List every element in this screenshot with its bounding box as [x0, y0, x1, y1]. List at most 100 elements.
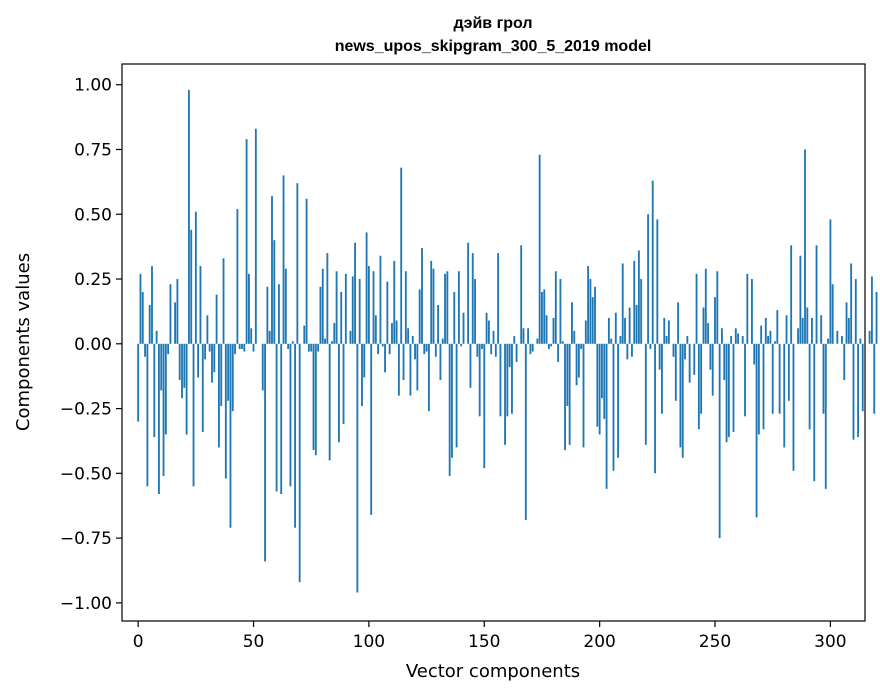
- bar: [434, 343, 437, 357]
- bar: [658, 343, 661, 370]
- bar: [151, 266, 153, 344]
- bar: [753, 343, 756, 365]
- bar: [391, 323, 393, 344]
- bar: [854, 279, 857, 344]
- bar: [603, 343, 606, 419]
- bar: [492, 330, 495, 344]
- bar: [852, 343, 855, 440]
- bar: [363, 343, 366, 378]
- bar: [804, 149, 806, 344]
- bar: [271, 196, 273, 344]
- bar: [395, 320, 398, 344]
- bar: [707, 323, 710, 344]
- bar: [397, 343, 400, 396]
- bar: [317, 343, 320, 352]
- bar: [598, 343, 601, 435]
- bar: [331, 341, 333, 344]
- bar: [365, 232, 368, 344]
- bar: [298, 343, 301, 583]
- bar: [515, 343, 518, 362]
- bar: [741, 336, 744, 344]
- bar: [421, 247, 423, 344]
- bar: [174, 302, 176, 344]
- bar: [732, 343, 735, 432]
- bar: [261, 343, 264, 391]
- bar: [358, 279, 361, 344]
- bar: [711, 343, 714, 396]
- bar: [836, 330, 839, 344]
- bar: [284, 268, 287, 344]
- bar: [702, 307, 705, 344]
- bar: [847, 317, 850, 344]
- bar: [538, 154, 541, 344]
- bar: [681, 343, 684, 458]
- bar: [647, 214, 650, 344]
- bar: [640, 279, 643, 344]
- bar: [601, 343, 603, 399]
- bar: [762, 343, 765, 430]
- bar: [483, 343, 486, 469]
- bar: [785, 315, 788, 344]
- bar: [499, 343, 502, 417]
- y-tick-label: 0.25: [74, 270, 112, 290]
- bar: [617, 343, 620, 458]
- bar: [289, 343, 292, 487]
- bar: [162, 343, 165, 476]
- x-tick-label: 200: [583, 632, 615, 652]
- bar: [827, 338, 830, 344]
- bar: [543, 289, 546, 344]
- bar: [511, 343, 513, 414]
- x-tick-label: 150: [468, 632, 500, 652]
- bar: [651, 180, 654, 344]
- bar: [822, 343, 825, 414]
- bar: [471, 253, 474, 344]
- bar: [628, 307, 631, 344]
- bar: [275, 343, 278, 492]
- bar: [374, 315, 377, 344]
- bar: [254, 128, 257, 344]
- bar: [799, 255, 802, 344]
- bar: [552, 317, 555, 344]
- chart-subtitle: news_upos_skipgram_300_5_2019 model: [335, 38, 652, 55]
- bar: [841, 336, 843, 344]
- bar: [453, 291, 456, 344]
- bar: [497, 253, 500, 344]
- y-tick-label: −0.50: [60, 464, 112, 484]
- bar: [787, 343, 790, 401]
- bar: [404, 271, 407, 344]
- bar: [236, 209, 239, 344]
- chart-title: дэйв грол: [453, 15, 532, 32]
- bar: [354, 242, 356, 344]
- bar: [677, 302, 680, 344]
- x-tick-label: 0: [133, 632, 144, 652]
- bar: [227, 343, 230, 401]
- bar: [437, 304, 440, 344]
- y-tick-label: −0.75: [60, 529, 112, 549]
- bar: [324, 338, 326, 344]
- bar: [204, 343, 206, 360]
- bar: [801, 317, 804, 344]
- bar: [656, 219, 659, 344]
- bar: [266, 286, 269, 344]
- bar: [751, 279, 753, 344]
- bar: [241, 343, 243, 349]
- bar: [252, 343, 255, 352]
- bar: [744, 343, 746, 417]
- bar: [718, 343, 721, 539]
- bar: [626, 343, 629, 360]
- bar: [564, 343, 566, 451]
- bar: [402, 343, 405, 381]
- bar: [183, 343, 186, 388]
- bar: [247, 273, 250, 344]
- bar: [686, 336, 689, 344]
- x-tick-label: 300: [814, 632, 846, 652]
- bar: [187, 89, 190, 344]
- bar: [181, 343, 183, 399]
- bar: [727, 343, 730, 438]
- bar: [644, 343, 647, 445]
- bar: [328, 343, 331, 461]
- bar: [409, 343, 412, 396]
- bar: [448, 343, 451, 476]
- bar: [476, 343, 479, 357]
